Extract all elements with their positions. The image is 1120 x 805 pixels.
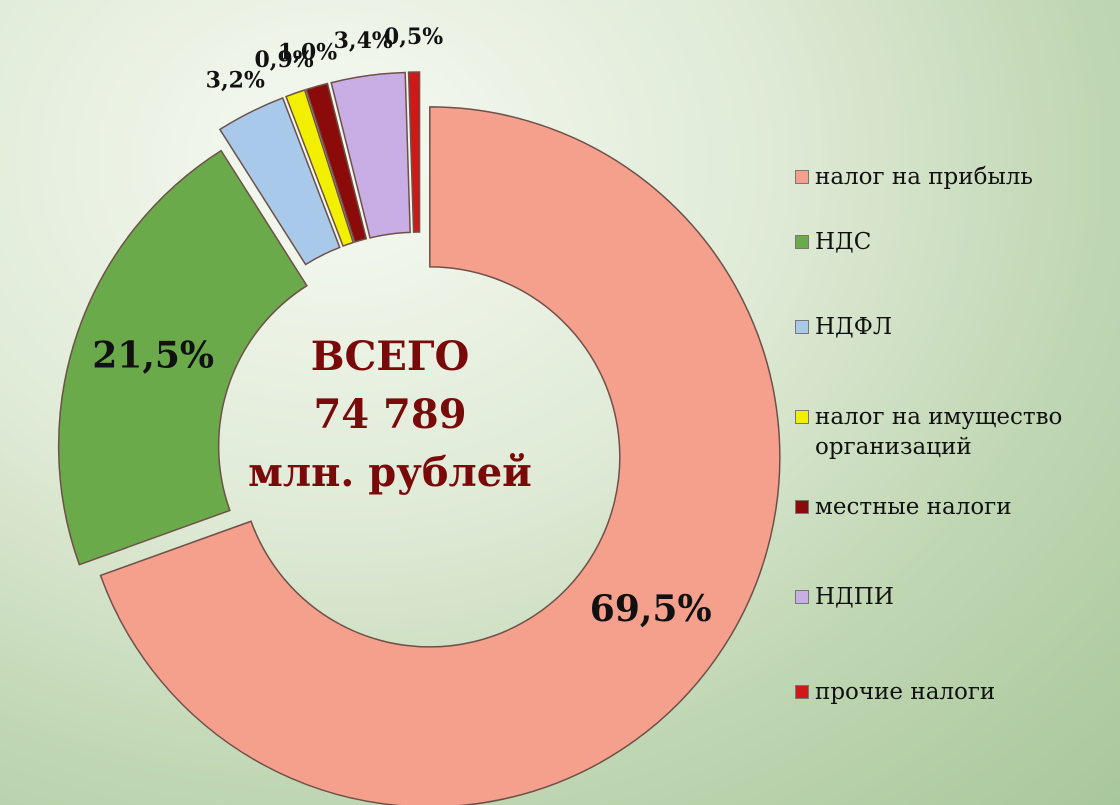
- legend-marker: [795, 235, 809, 249]
- legend-marker: [795, 170, 809, 184]
- legend-label: налог на имущество организаций: [815, 404, 1063, 460]
- legend-label: НДФЛ: [815, 314, 893, 340]
- data-label: 69,5%: [590, 588, 712, 630]
- center-text: млн. рублей: [248, 449, 532, 496]
- legend-item: НДС: [795, 227, 1115, 257]
- legend-marker: [795, 590, 809, 604]
- legend-label: НДПИ: [815, 584, 894, 610]
- legend-item: НДПИ: [795, 582, 1115, 612]
- legend-label: местные налоги: [815, 494, 1012, 520]
- legend-marker: [795, 500, 809, 514]
- legend-label: НДС: [815, 229, 872, 255]
- legend-label: прочие налоги: [815, 679, 996, 705]
- data-label: 3,4%: [334, 28, 393, 54]
- legend-marker: [795, 320, 809, 334]
- donut-slice: [99, 106, 781, 805]
- data-label: 21,5%: [92, 335, 214, 377]
- legend-item: налог на прибыль: [795, 162, 1115, 192]
- donut-slice: [218, 96, 341, 266]
- legend-marker: [795, 685, 809, 699]
- data-label: 0,9%: [255, 47, 314, 73]
- center-text: ВСЕГО: [311, 333, 470, 380]
- data-label: 0,5%: [384, 24, 443, 50]
- donut-slice: [285, 89, 355, 248]
- donut-slice: [305, 82, 368, 243]
- donut-slice: [330, 71, 411, 239]
- legend: налог на прибыль НДС НДФЛ налог на имуществ…: [795, 0, 1120, 805]
- data-label: 1,0%: [278, 40, 337, 66]
- legend-item: налог на имущество организаций: [795, 402, 1115, 462]
- legend-label: налог на прибыль: [815, 164, 1033, 190]
- donut-slice: [57, 149, 308, 566]
- legend-item: местные налоги: [795, 492, 1115, 522]
- data-label: 3,2%: [206, 68, 265, 94]
- legend-marker: [795, 410, 809, 424]
- donut-slice: [407, 71, 421, 233]
- center-text: 74 789: [313, 391, 466, 438]
- legend-item: прочие налоги: [795, 677, 1115, 707]
- legend-item: НДФЛ: [795, 312, 1115, 342]
